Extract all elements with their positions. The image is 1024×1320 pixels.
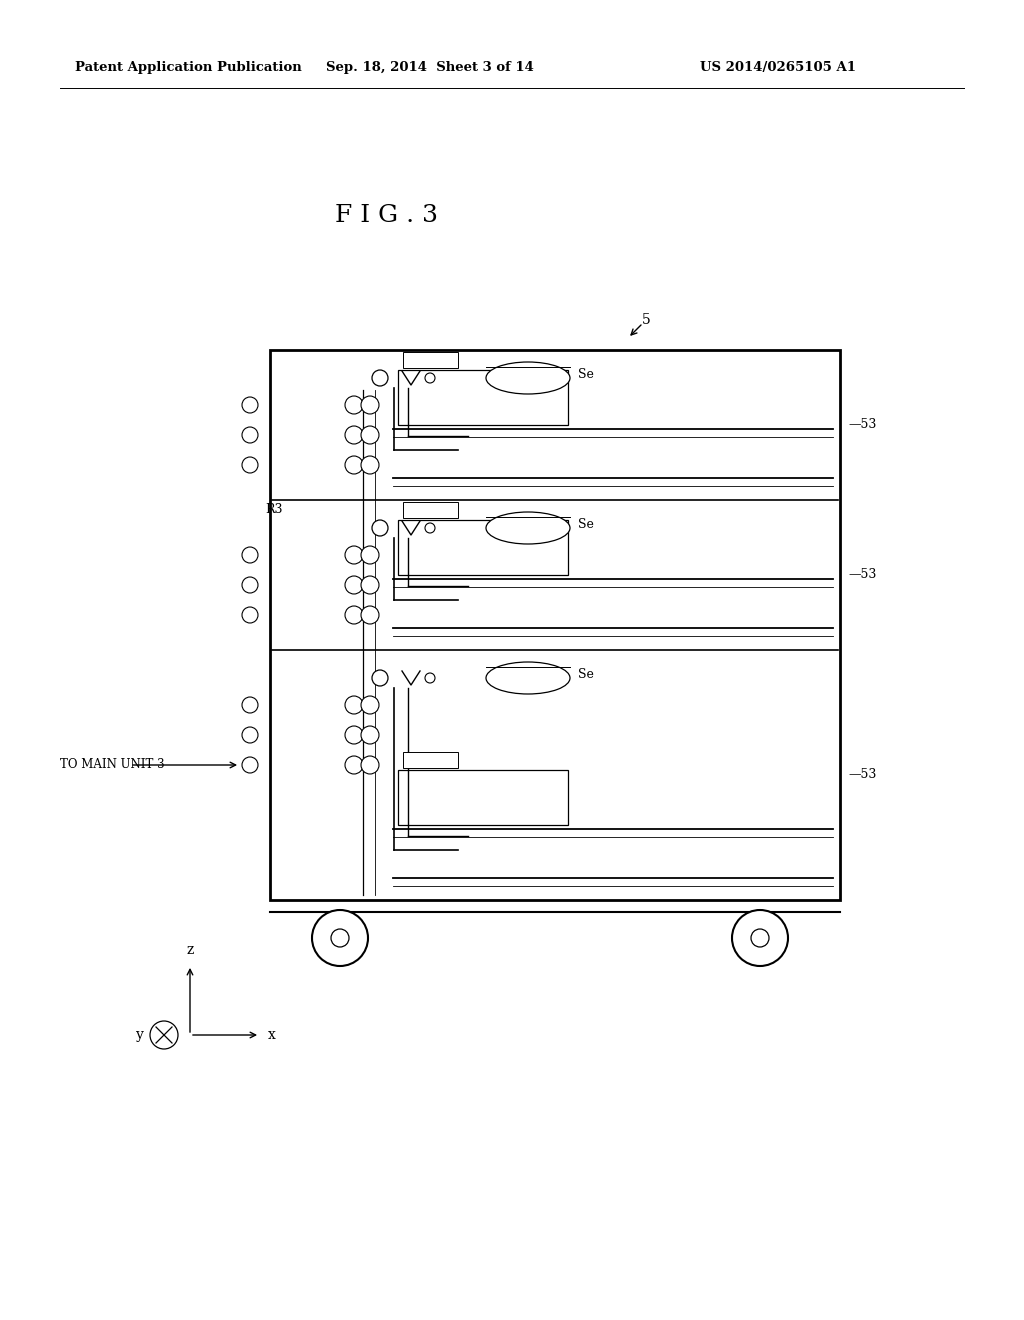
Circle shape	[345, 426, 362, 444]
Bar	[398, 370, 568, 425]
Ellipse shape	[486, 512, 570, 544]
Text: y: y	[136, 1028, 144, 1041]
Circle shape	[242, 397, 258, 413]
Bar	[398, 770, 568, 825]
Circle shape	[242, 607, 258, 623]
Circle shape	[242, 756, 258, 774]
Text: US 2014/0265105 A1: US 2014/0265105 A1	[700, 62, 856, 74]
Circle shape	[361, 426, 379, 444]
Text: TO MAIN UNIT 3: TO MAIN UNIT 3	[60, 759, 165, 771]
Bar	[270, 350, 840, 900]
Circle shape	[345, 546, 362, 564]
Text: —53: —53	[848, 768, 877, 781]
Circle shape	[150, 1020, 178, 1049]
Circle shape	[372, 520, 388, 536]
Ellipse shape	[486, 362, 570, 393]
Circle shape	[242, 577, 258, 593]
Circle shape	[242, 727, 258, 743]
Circle shape	[751, 929, 769, 946]
Text: Se: Se	[578, 367, 594, 380]
Circle shape	[345, 455, 362, 474]
Circle shape	[361, 396, 379, 414]
Text: —53: —53	[848, 569, 877, 582]
Text: F I G . 3: F I G . 3	[335, 203, 438, 227]
Circle shape	[242, 697, 258, 713]
Circle shape	[361, 455, 379, 474]
Text: 5: 5	[642, 313, 650, 327]
Ellipse shape	[486, 663, 570, 694]
Circle shape	[242, 546, 258, 564]
Circle shape	[242, 426, 258, 444]
Circle shape	[372, 671, 388, 686]
Circle shape	[361, 696, 379, 714]
Circle shape	[361, 726, 379, 744]
Circle shape	[372, 370, 388, 385]
Circle shape	[331, 929, 349, 946]
Circle shape	[361, 756, 379, 774]
Circle shape	[345, 396, 362, 414]
Text: Se: Se	[578, 517, 594, 531]
Circle shape	[425, 673, 435, 682]
Bar	[403, 352, 458, 368]
Circle shape	[732, 909, 788, 966]
Text: —53: —53	[848, 418, 877, 432]
Circle shape	[345, 576, 362, 594]
Circle shape	[345, 726, 362, 744]
Text: z: z	[186, 942, 194, 957]
Text: Se: Se	[578, 668, 594, 681]
Circle shape	[361, 606, 379, 624]
Bar	[403, 752, 458, 768]
Text: R3: R3	[265, 503, 283, 516]
Bar	[403, 502, 458, 517]
Text: Sep. 18, 2014  Sheet 3 of 14: Sep. 18, 2014 Sheet 3 of 14	[326, 62, 534, 74]
Circle shape	[345, 606, 362, 624]
Circle shape	[425, 374, 435, 383]
Text: Patent Application Publication: Patent Application Publication	[75, 62, 302, 74]
Circle shape	[345, 696, 362, 714]
Circle shape	[242, 457, 258, 473]
Bar	[398, 520, 568, 576]
Circle shape	[361, 546, 379, 564]
Text: x: x	[268, 1028, 275, 1041]
Circle shape	[425, 523, 435, 533]
Circle shape	[312, 909, 368, 966]
Circle shape	[361, 576, 379, 594]
Circle shape	[345, 756, 362, 774]
